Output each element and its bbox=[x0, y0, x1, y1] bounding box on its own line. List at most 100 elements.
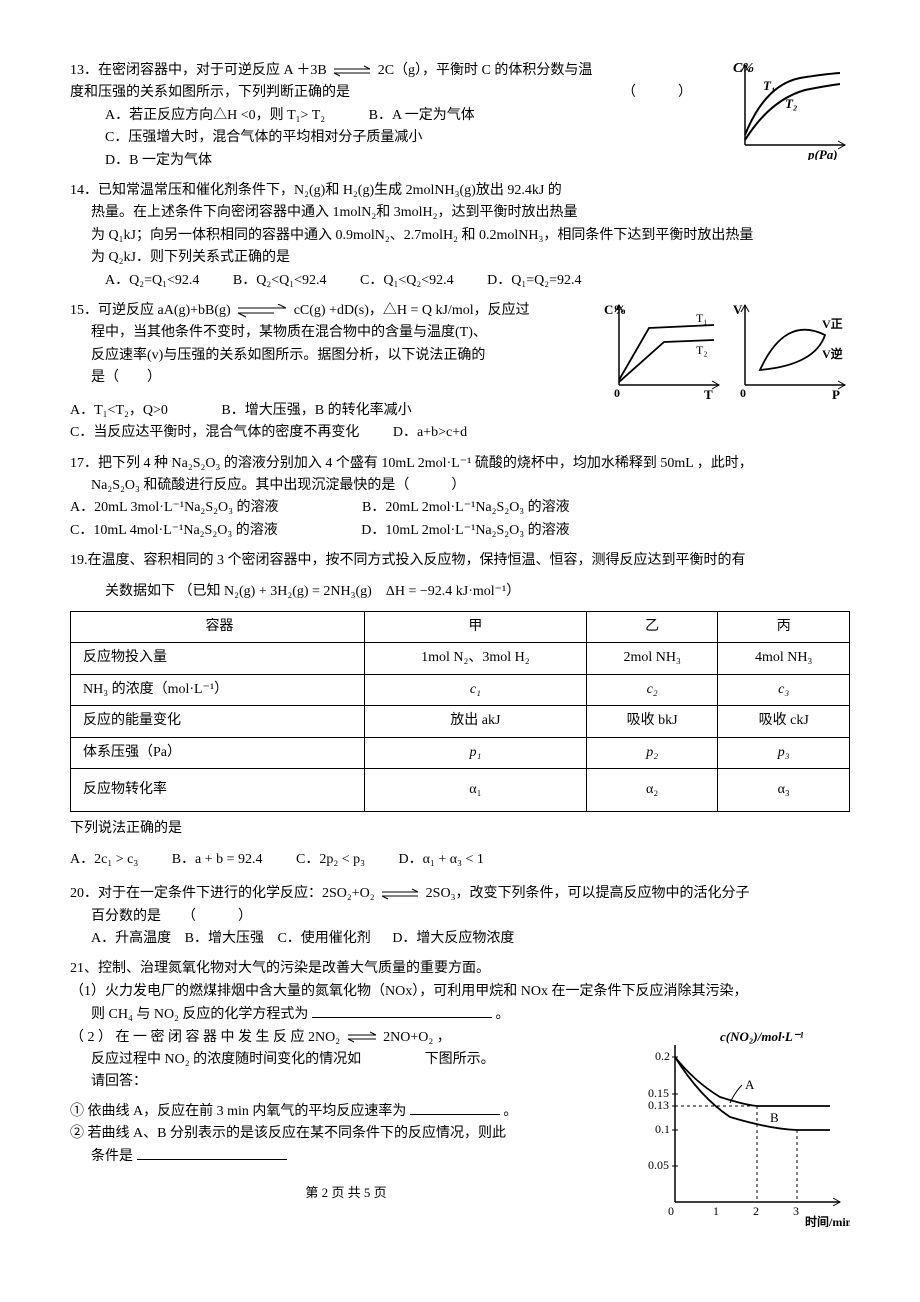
q14-l2: 热量。在上述条件下向密闭容器中通入 1molN₂和 3molH₂，达到平衡时放出… bbox=[70, 202, 850, 224]
svg-text:3: 3 bbox=[793, 1204, 799, 1218]
blank-line[interactable] bbox=[312, 1003, 492, 1018]
q21-s1end: 。 bbox=[503, 1104, 517, 1119]
q21-p2e: 请回答： bbox=[70, 1071, 622, 1093]
q21-p2c: 反应过程中 NO₂ 的浓度随时间变化的情况如 bbox=[91, 1052, 361, 1067]
q13-opt-d: D．B 一定为气体 bbox=[70, 150, 722, 172]
q17-opt-c: C．10mL 4mol·L⁻¹Na₂S₂O₃ 的溶液 bbox=[70, 523, 278, 538]
q20-l2: 百分数的是 （ ） bbox=[70, 906, 850, 928]
question-15: 15．可逆反应 aA(g)+bB(g) cC(g) +dD(s)，△H = Q … bbox=[70, 300, 850, 445]
equilibrium-arrow-icon bbox=[330, 65, 374, 77]
svg-text:1: 1 bbox=[713, 1204, 719, 1218]
q21-xlabel: 时间/min bbox=[805, 1214, 850, 1227]
q17-opt-d: D．10mL 2mol·L⁻¹Na₂S₂O₃ 的溶液 bbox=[361, 523, 569, 538]
table-row: 反应物转化率α₁α₂α₃ bbox=[71, 768, 850, 811]
q21-s2b: 条件是 bbox=[91, 1149, 133, 1164]
q15f2-c1: V正 bbox=[822, 317, 843, 331]
q15f1-c1: T₁ bbox=[696, 311, 708, 325]
question-14: 14．已知常温常压和催化剂条件下，N₂(g)和 H₂(g)生成 2molNH₃(… bbox=[70, 180, 850, 292]
q17-opt-a: A．20mL 3mol·L⁻¹Na₂S₂O₃ 的溶液 bbox=[70, 500, 278, 515]
q19-opt-a: A．2c₁ > c₃ bbox=[70, 852, 138, 867]
table-header-row: 容器 甲 乙 丙 bbox=[71, 612, 850, 643]
svg-text:0: 0 bbox=[668, 1204, 674, 1218]
q19-h3: 丙 bbox=[718, 612, 850, 643]
q21-curve-a: A bbox=[745, 1077, 755, 1092]
q15-figure2: V P V正 V逆 0 bbox=[730, 300, 850, 400]
q14-l1: 14．已知常温常压和催化剂条件下，N₂(g)和 H₂(g)生成 2molNH₃(… bbox=[70, 180, 850, 202]
q19-h1: 甲 bbox=[364, 612, 586, 643]
q21-ylabel: c(NO₂)/mol·L⁻¹ bbox=[720, 1029, 804, 1044]
q13-ylabel: C% bbox=[733, 61, 754, 76]
q14-opt-b: B．Q₂<Q₁<92.4 bbox=[233, 273, 327, 288]
q15f2-x: P bbox=[832, 387, 840, 400]
q19-h0: 容器 bbox=[71, 612, 365, 643]
q17-opt-b: B．20mL 2mol·L⁻¹Na₂S₂O₃ 的溶液 bbox=[362, 500, 570, 515]
q15-opt-d: D．a+b>c+d bbox=[393, 425, 467, 440]
q13-stem-b: 2C（g），平衡时 C 的体积分数与温 bbox=[378, 63, 593, 78]
question-21: 21、控制、治理氮氧化物对大气的污染是改善大气质量的重要方面。 （1）火力发电厂… bbox=[70, 958, 850, 1235]
q19-opt-d: D．α₁ + α₃ < 1 bbox=[399, 852, 484, 867]
q13-opt-a: A．若正反应方向△H <0，则 T₁> T₂ bbox=[105, 108, 325, 123]
blank-line[interactable] bbox=[137, 1145, 287, 1160]
equilibrium-arrow-icon bbox=[344, 1031, 380, 1043]
q13-opt-b: B．A 一定为气体 bbox=[369, 108, 475, 123]
svg-text:0: 0 bbox=[614, 386, 620, 400]
table-row: 反应物投入量1mol N₂、3mol H₂2mol NH₃4mol NH₃ bbox=[71, 643, 850, 674]
question-13: 13．在密闭容器中，对于可逆反应 A ＋3B 2C（g），平衡时 C 的体积分数… bbox=[70, 60, 850, 172]
q15-opt-a: A．T₁<T₂，Q>0 bbox=[70, 403, 168, 418]
q21-p1b: 则 CH₄ 与 NO₂ 反应的化学方程式为 bbox=[91, 1007, 308, 1022]
q20-opt-d: D．增大反应物浓度 bbox=[392, 931, 514, 946]
q14-opt-d: D．Q₁=Q₂=92.4 bbox=[487, 273, 581, 288]
equilibrium-arrow-icon bbox=[378, 888, 422, 900]
q21-s1a: ① 依曲线 A，反应在前 3 min 内氧气的平均反应速率为 bbox=[70, 1104, 406, 1119]
question-19: 19.在温度、容积相同的 3 个密闭容器中，按不同方式投入反应物，保持恒温、恒容… bbox=[70, 550, 850, 871]
q20-opt-c: C．使用催化剂 bbox=[277, 931, 370, 946]
blank-line[interactable] bbox=[410, 1100, 500, 1115]
q19-table: 容器 甲 乙 丙 反应物投入量1mol N₂、3mol H₂2mol NH₃4m… bbox=[70, 611, 850, 812]
q20-opt-a: A．升高温度 bbox=[91, 931, 171, 946]
q21-p1a: （1）火力发电厂的燃煤排烟中含大量的氮氧化物（NOx），可利用甲烷和 NOx 在… bbox=[70, 981, 850, 1003]
q19-post: 下列说法正确的是 bbox=[70, 818, 850, 840]
q15f1-y: C% bbox=[604, 302, 626, 317]
q15-opt-b: B．增大压强，B 的转化率减小 bbox=[221, 403, 411, 418]
q15f2-c2: V逆 bbox=[822, 346, 843, 361]
q19-opt-b: B．a + b = 92.4 bbox=[172, 852, 263, 867]
q15-l1b: cC(g) +dD(s)，△H = Q kJ/mol，反应过 bbox=[294, 303, 530, 318]
svg-text:0.2: 0.2 bbox=[655, 1049, 670, 1063]
q14-l4: 为 Q₂kJ．则下列关系式正确的是 bbox=[70, 247, 850, 269]
table-row: 反应的能量变化放出 akJ吸收 bkJ吸收 ckJ bbox=[71, 706, 850, 737]
table-row: 体系压强（Pa）p₁p₂p₃ bbox=[71, 737, 850, 768]
q13-paren: （ ） bbox=[622, 82, 722, 104]
svg-text:0.13: 0.13 bbox=[648, 1098, 669, 1112]
q19-h2: 乙 bbox=[586, 612, 718, 643]
q17-l1: 17．把下列 4 种 Na₂S₂O₃ 的溶液分别加入 4 个盛有 10mL 2m… bbox=[70, 453, 850, 475]
q21-figure: c(NO₂)/mol·L⁻¹ 0 1 2 3 时间/min 0.2 0.15 0… bbox=[630, 1027, 850, 1227]
q13-stem-a: 13．在密闭容器中，对于可逆反应 A ＋3B bbox=[70, 63, 327, 78]
q14-opt-c: C．Q₁<Q₂<92.4 bbox=[360, 273, 454, 288]
q15f1-x: T bbox=[704, 387, 713, 400]
question-17: 17．把下列 4 种 Na₂S₂O₃ 的溶液分别加入 4 个盛有 10mL 2m… bbox=[70, 453, 850, 543]
q21-stem: 21、控制、治理氮氧化物对大气的污染是改善大气质量的重要方面。 bbox=[70, 958, 850, 980]
svg-text:0.1: 0.1 bbox=[655, 1122, 670, 1136]
table-row: NH₃ 的浓度（mol·L⁻¹）c₁c₂c₃ bbox=[71, 674, 850, 705]
q13-t2: T₂ bbox=[785, 96, 797, 111]
equilibrium-arrow-icon bbox=[234, 304, 290, 318]
svg-text:0.05: 0.05 bbox=[648, 1158, 669, 1172]
q19-opt-c: C．2p₂ < p₃ bbox=[296, 852, 365, 867]
q21-p2a: （ 2 ） 在 一 密 闭 容 器 中 发 生 反 应 2NO₂ bbox=[70, 1030, 340, 1045]
q21-p2d: 下图所示。 bbox=[425, 1052, 495, 1067]
question-20: 20．对于在一定条件下进行的化学反应：2SO₂+O₂ 2SO₃，改变下列条件，可… bbox=[70, 883, 850, 950]
q17-l2: Na₂S₂O₃ 和硫酸进行反应。其中出现沉淀最快的是（ ） bbox=[70, 475, 850, 497]
q15-l2: 程中，当其他条件不变时，某物质在混合物中的含量与温度(T)、 bbox=[70, 322, 596, 344]
q13-stem-c: 度和压强的关系如图所示，下列判断正确的是 bbox=[70, 85, 350, 100]
page-footer: 第 2 页 共 5 页 bbox=[70, 1183, 622, 1204]
q19-eqn: （已知 N₂(g) + 3H₂(g) = 2NH₃(g) ΔH = −92.4 … bbox=[179, 584, 521, 599]
q13-xlabel: p(Pa) bbox=[807, 147, 838, 160]
q20-opt-b: B．增大压强 bbox=[185, 931, 264, 946]
q15-l3: 反应速率(v)与压强的关系如图所示。据图分析，以下说法正确的 bbox=[70, 345, 596, 367]
q21-curve-b: B bbox=[770, 1110, 779, 1125]
q15-figure1: C% T T₁ T₂ 0 bbox=[604, 300, 724, 400]
svg-text:0: 0 bbox=[740, 386, 746, 400]
q21-p1end: 。 bbox=[495, 1007, 509, 1022]
q15-l1a: 15．可逆反应 aA(g)+bB(g) bbox=[70, 303, 231, 318]
svg-text:2: 2 bbox=[753, 1204, 759, 1218]
